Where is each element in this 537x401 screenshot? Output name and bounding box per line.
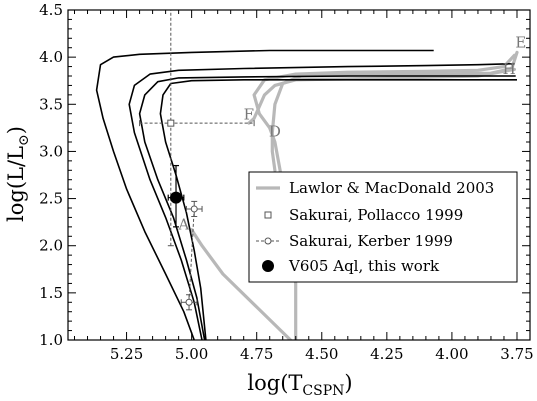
track-point-label: E <box>515 34 526 52</box>
legend-marker-filled-circle <box>262 260 274 272</box>
y-tick-label: 3.5 <box>39 95 63 113</box>
x-axis-title: log(TCSPN) <box>247 371 352 399</box>
x-tick-label: 4.50 <box>305 345 338 363</box>
evolutionary-track-line <box>128 62 515 340</box>
plot-frame <box>67 9 531 341</box>
legend-label: Lawlor & MacDonald 2003 <box>289 179 494 197</box>
x-tick-label: 4.00 <box>435 345 468 363</box>
pollacco-point <box>167 119 175 127</box>
y-tick-label: 3.0 <box>39 142 63 160</box>
y-axis-title: log(L/L⊙) <box>4 126 32 222</box>
x-tick-label: 5.25 <box>110 345 143 363</box>
legend-box <box>248 171 518 283</box>
track-point-label: H <box>503 60 516 78</box>
kerber-point <box>185 298 193 306</box>
y-tick-label: 1.0 <box>39 331 63 349</box>
x-tick-label: 3.75 <box>500 345 533 363</box>
track-point-label: F <box>244 105 254 123</box>
y-tick-label: 1.5 <box>39 284 63 302</box>
evolutionary-track-line <box>95 49 434 340</box>
legend-label: Sakurai, Kerber 1999 <box>289 232 453 250</box>
legend: Lawlor & MacDonald 2003 Sakurai, Pollacco… <box>248 171 518 283</box>
x-tick-label: 4.25 <box>370 345 403 363</box>
evolutionary-track-line <box>138 75 516 340</box>
x-tick-label: 4.75 <box>240 345 273 363</box>
legend-label: V605 Aql, this work <box>288 257 440 275</box>
v605-point <box>170 191 183 204</box>
plot-content: EH FD A <box>95 10 526 340</box>
evolutionary-track-line <box>159 79 517 340</box>
y-tick-label: 2.0 <box>39 237 63 255</box>
legend-marker-open-circle <box>264 237 272 245</box>
legend-label: Sakurai, Pollacco 1999 <box>289 206 463 224</box>
y-tick-label: 2.5 <box>39 190 63 208</box>
lawlor-track-line <box>190 228 293 340</box>
track-point-label: A <box>177 216 189 234</box>
x-tick-label: 5.00 <box>175 345 208 363</box>
axis-ticks: 5.25 5.00 4.75 4.50 4.25 4.00 3.75 1.0 1.5 2.0 2.5… <box>39 1 534 363</box>
track-point-label: D <box>269 122 281 140</box>
y-tick-label: 4.0 <box>39 48 63 66</box>
kerber-point <box>190 205 198 213</box>
legend-marker-open-square <box>264 211 272 219</box>
y-tick-label: 4.5 <box>39 1 63 19</box>
lawlor-track-line <box>247 67 516 125</box>
kerber-connecting-line <box>188 208 195 303</box>
